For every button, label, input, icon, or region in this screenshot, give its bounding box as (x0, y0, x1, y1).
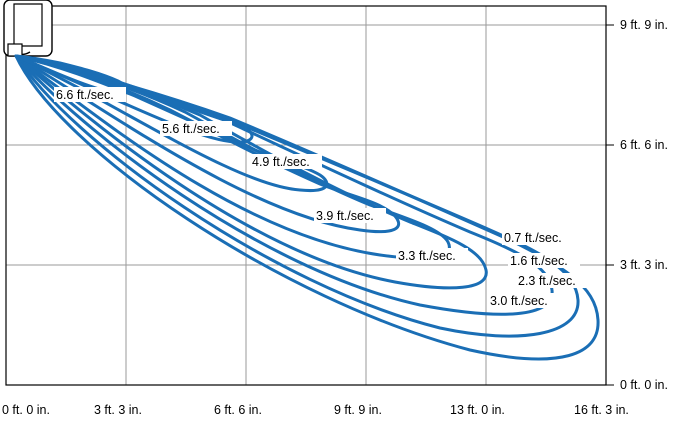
x-tick-label: 3 ft. 3 in. (94, 403, 142, 417)
grid (6, 6, 606, 385)
velocity-label: 0.7 ft./sec. (502, 230, 574, 245)
y-tick-label: 0 ft. 0 in. (620, 378, 668, 392)
x-axis-tick-labels: 0 ft. 0 in. 3 ft. 3 in. 6 ft. 6 in. 9 ft… (2, 403, 629, 417)
contour-3.0 (14, 54, 488, 290)
y-tick-label: 6 ft. 6 in. (620, 138, 668, 152)
velocity-label: 4.9 ft./sec. (250, 154, 322, 169)
velocity-label-text: 2.3 ft./sec. (518, 274, 576, 288)
velocity-label-text: 5.6 ft./sec. (162, 122, 220, 136)
air-conditioner-indoor-unit-icon (3, 0, 53, 57)
velocity-label-text: 1.6 ft./sec. (510, 254, 568, 268)
velocity-label-text: 6.6 ft./sec. (56, 88, 114, 102)
x-tick-label: 13 ft. 0 in. (450, 403, 505, 417)
x-tick-label: 0 ft. 0 in. (2, 403, 50, 417)
contour-5.6 (14, 54, 254, 144)
x-tick-label: 9 ft. 9 in. (334, 403, 382, 417)
x-tick-label: 6 ft. 6 in. (214, 403, 262, 417)
velocity-label: 2.3 ft./sec. (516, 273, 588, 288)
y-tick-label: 3 ft. 3 in. (620, 258, 668, 272)
velocity-label-text: 3.9 ft./sec. (316, 209, 374, 223)
contour-0.7 (14, 54, 600, 361)
velocity-label-text: 3.0 ft./sec. (490, 294, 548, 308)
velocity-label: 1.6 ft./sec. (508, 253, 580, 268)
velocity-label: 6.6 ft./sec. (54, 87, 126, 102)
velocity-labels: 6.6 ft./sec. 5.6 ft./sec. 4.9 ft./sec. 3… (54, 87, 588, 308)
velocity-label: 3.0 ft./sec. (488, 293, 560, 308)
contour-3.9 (14, 54, 401, 234)
y-axis-tick-labels: 0 ft. 0 in. 3 ft. 3 in. 6 ft. 6 in. 9 ft… (620, 18, 668, 392)
velocity-label: 3.3 ft./sec. (396, 248, 468, 263)
y-tick-label: 9 ft. 9 in. (620, 18, 668, 32)
velocity-label-text: 3.3 ft./sec. (398, 249, 456, 263)
plot-frame (5, 5, 607, 386)
velocity-label-text: 0.7 ft./sec. (504, 231, 562, 245)
velocity-label: 3.9 ft./sec. (314, 208, 386, 223)
contour-6.6 (14, 54, 127, 95)
velocity-label-text: 4.9 ft./sec. (252, 155, 310, 169)
contour-3.3 (14, 54, 451, 260)
x-tick-label: 16 ft. 3 in. (574, 403, 629, 417)
right-tick-marks (606, 24, 614, 386)
velocity-label: 5.6 ft./sec. (160, 121, 232, 136)
